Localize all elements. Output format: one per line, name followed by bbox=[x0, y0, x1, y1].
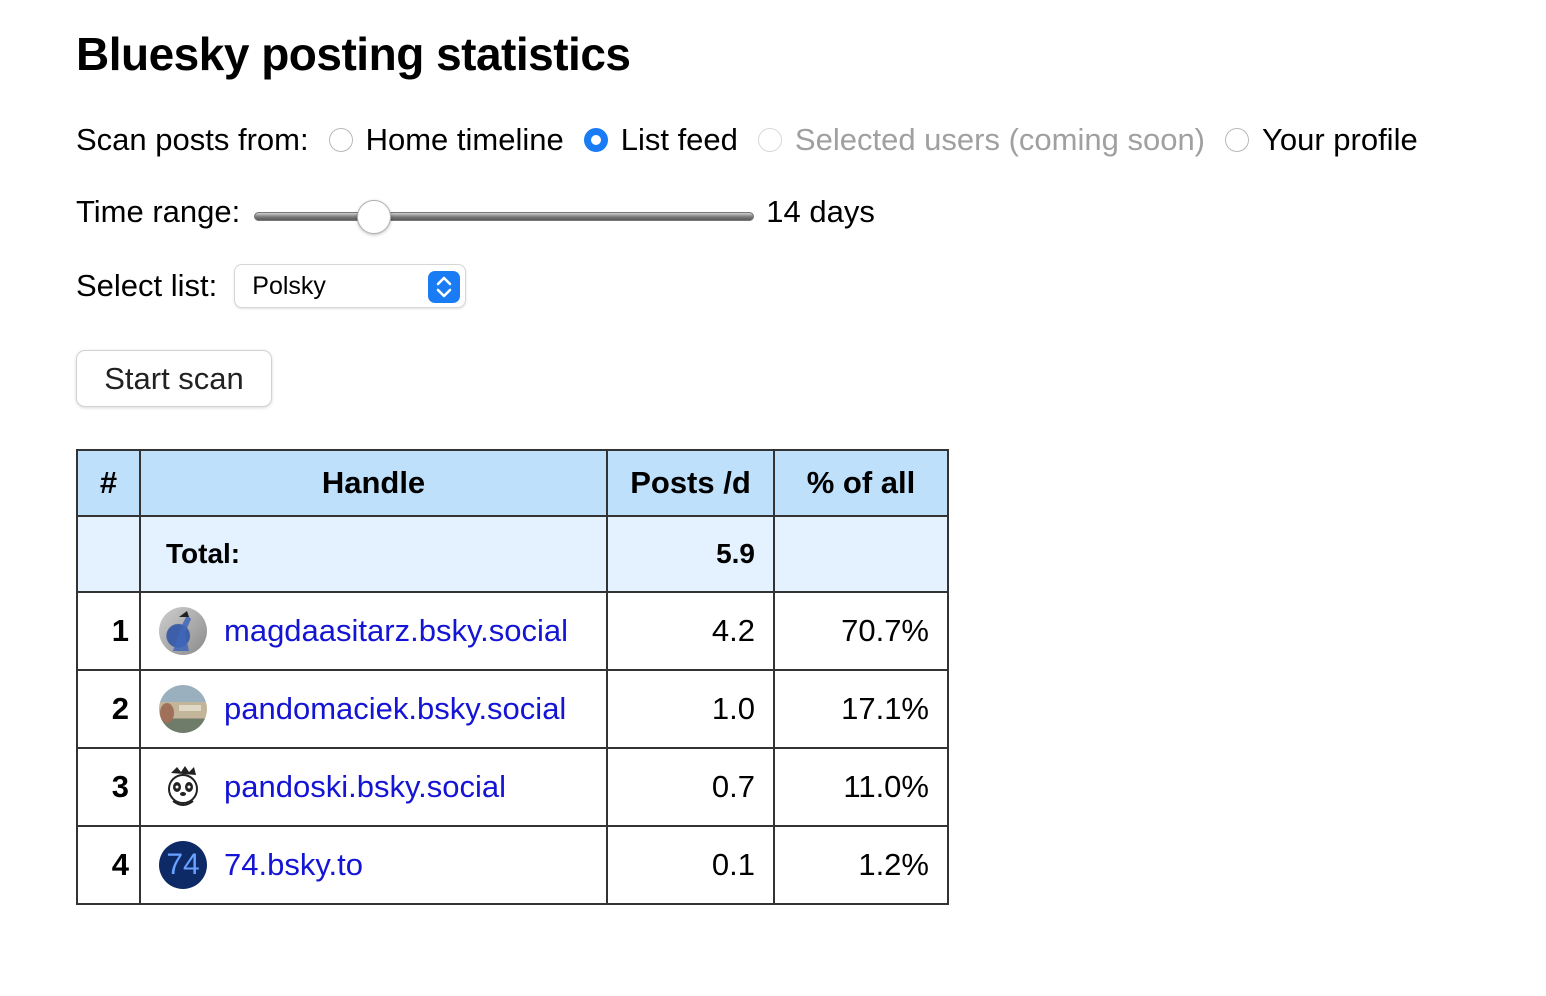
row-handle-cell: pandoski.bsky.social bbox=[139, 747, 608, 827]
total-rank-cell bbox=[76, 515, 141, 593]
row-posts: 1.0 bbox=[606, 669, 775, 749]
row-rank: 3 bbox=[76, 747, 141, 827]
row-rank: 1 bbox=[76, 591, 141, 671]
handle-link[interactable]: magdaasitarz.bsky.social bbox=[224, 613, 569, 648]
radio-button bbox=[757, 128, 782, 152]
select-list-label: Select list: bbox=[76, 268, 218, 303]
row-percent: 11.0% bbox=[773, 747, 949, 827]
radio-label: Selected users (coming soon) bbox=[794, 122, 1206, 157]
radio-button[interactable] bbox=[1225, 128, 1250, 152]
time-range-row: Time range: 14 days bbox=[76, 187, 875, 237]
table-row: 4 74 74.bsky.to 0.1 1.2% bbox=[76, 825, 949, 905]
table-header-row: # Handle Posts /d % of all bbox=[76, 449, 949, 517]
row-percent: 1.2% bbox=[773, 825, 949, 905]
slider-thumb[interactable] bbox=[357, 200, 392, 234]
row-posts: 0.1 bbox=[606, 825, 775, 905]
page-title: Bluesky posting statistics bbox=[76, 28, 631, 80]
radio-button[interactable] bbox=[328, 128, 353, 152]
list-select[interactable]: Polsky bbox=[234, 264, 467, 308]
list-select-value: Polsky bbox=[252, 271, 326, 300]
avatar[interactable]: 74 bbox=[159, 841, 207, 889]
avatar[interactable] bbox=[159, 607, 207, 655]
avatar[interactable] bbox=[159, 685, 207, 733]
select-list-row: Select list: Polsky bbox=[76, 262, 467, 310]
handle-link[interactable]: pandoski.bsky.social bbox=[224, 769, 507, 804]
time-range-value: 14 days bbox=[766, 194, 875, 229]
start-scan-button[interactable]: Start scan bbox=[76, 350, 272, 407]
scan-source-label: Scan posts from: bbox=[76, 122, 309, 157]
header-posts-per-day: Posts /d bbox=[606, 449, 775, 517]
header-rank: # bbox=[76, 449, 141, 517]
header-percent: % of all bbox=[773, 449, 949, 517]
total-label: Total: bbox=[139, 515, 608, 593]
row-percent: 70.7% bbox=[773, 591, 949, 671]
table-row: 2 pandomaciek.bsky.social 1.0 17.1% bbox=[76, 669, 949, 749]
radio-label: List feed bbox=[620, 122, 738, 157]
radio-button[interactable] bbox=[583, 128, 608, 152]
slider-track[interactable] bbox=[254, 212, 755, 221]
radio-selected-users: Selected users (coming soon) bbox=[757, 122, 1206, 158]
select-arrows-icon[interactable] bbox=[428, 271, 461, 303]
scan-source-row: Scan posts from: Home timeline List feed… bbox=[76, 115, 1418, 165]
row-handle-cell: 74 74.bsky.to bbox=[139, 825, 608, 905]
table-row: 1 magdaasitarz.bsky.social 4.2 70.7% bbox=[76, 591, 949, 671]
panda-avatar[interactable] bbox=[159, 763, 207, 811]
radio-your-profile[interactable]: Your profile bbox=[1225, 122, 1418, 158]
table-row: 3 bbox=[76, 747, 949, 827]
radio-home-timeline[interactable]: Home timeline bbox=[328, 122, 564, 158]
row-posts: 0.7 bbox=[606, 747, 775, 827]
total-row: Total: 5.9 bbox=[76, 515, 949, 593]
header-handle: Handle bbox=[139, 449, 608, 517]
total-percent-cell bbox=[773, 515, 949, 593]
radio-label: Your profile bbox=[1262, 122, 1418, 157]
row-handle-cell: pandomaciek.bsky.social bbox=[139, 669, 608, 749]
total-posts: 5.9 bbox=[606, 515, 775, 593]
time-range-slider[interactable] bbox=[254, 192, 755, 234]
radio-label: Home timeline bbox=[365, 122, 564, 157]
row-rank: 2 bbox=[76, 669, 141, 749]
time-range-label: Time range: bbox=[76, 194, 241, 229]
handle-link[interactable]: pandomaciek.bsky.social bbox=[224, 691, 567, 726]
handle-link[interactable]: 74.bsky.to bbox=[224, 847, 364, 882]
stats-table: # Handle Posts /d % of all Total: 5.9 1 bbox=[76, 449, 949, 905]
row-percent: 17.1% bbox=[773, 669, 949, 749]
row-posts: 4.2 bbox=[606, 591, 775, 671]
row-handle-cell: magdaasitarz.bsky.social bbox=[139, 591, 608, 671]
row-rank: 4 bbox=[76, 825, 141, 905]
radio-list-feed[interactable]: List feed bbox=[583, 122, 738, 158]
